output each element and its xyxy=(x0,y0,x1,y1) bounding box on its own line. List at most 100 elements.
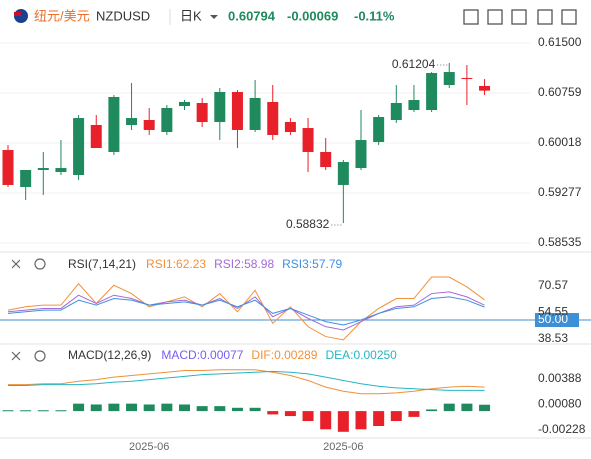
fullscreen-button[interactable] xyxy=(561,9,577,25)
candle-body xyxy=(320,151,332,168)
histogram-bar xyxy=(231,407,243,412)
candle-body xyxy=(284,122,296,133)
candle-body xyxy=(390,102,402,120)
indicator-line xyxy=(7,291,485,331)
candle-body xyxy=(302,128,314,152)
x-tick-label: 2025-06 xyxy=(129,441,169,453)
change: -0.00069 xyxy=(287,8,338,23)
histogram-bar xyxy=(479,404,491,412)
y-tick-label: 0.00080 xyxy=(538,397,582,411)
candle-body xyxy=(2,150,14,185)
candle-body xyxy=(249,98,261,130)
candle-body xyxy=(443,72,455,85)
candle-body xyxy=(161,107,173,133)
change-pct: -0.11% xyxy=(354,8,395,23)
indicator-line xyxy=(8,369,485,395)
legend-entry: RSI3:57.79 xyxy=(282,257,342,271)
indicator-line xyxy=(8,370,485,391)
histogram-bar xyxy=(2,410,14,412)
settings-icon[interactable] xyxy=(34,350,46,362)
candle-body xyxy=(20,169,32,187)
candle-body xyxy=(337,162,349,185)
histogram-bar xyxy=(73,403,85,412)
legend-entry: MACD:0.00077 xyxy=(161,348,243,362)
y-tick-label: 50.00 xyxy=(538,312,568,326)
collapse-icon[interactable] xyxy=(11,259,21,269)
y-tick-label: 0.60018 xyxy=(538,135,582,149)
candle-body xyxy=(461,78,473,80)
candle-body xyxy=(426,73,438,111)
histogram-bar xyxy=(355,411,367,430)
candle-body xyxy=(179,101,190,107)
histogram-bar xyxy=(20,410,32,412)
symbol: NZDUSD xyxy=(96,8,150,23)
candle-body xyxy=(479,85,491,91)
histogram-bar xyxy=(284,411,296,417)
histogram-bar xyxy=(461,403,473,412)
period[interactable]: 日K xyxy=(180,8,202,23)
histogram-bar xyxy=(196,406,208,412)
histogram-bar xyxy=(337,411,349,432)
annotation: 0.61204 xyxy=(392,57,436,71)
histogram-bar xyxy=(302,411,314,422)
settings-icon[interactable] xyxy=(34,258,46,270)
dropdown-icon[interactable] xyxy=(210,15,218,19)
histogram-bar xyxy=(390,411,402,422)
candle-body xyxy=(73,118,85,175)
settings-button[interactable] xyxy=(487,9,503,25)
candle-body xyxy=(231,91,243,130)
y-tick-label: 0.00388 xyxy=(538,371,582,385)
y-tick-label: 70.57 xyxy=(538,278,568,292)
indicator-button[interactable] xyxy=(463,9,479,25)
x-tick-label: 2025-06 xyxy=(323,441,363,453)
legend-entry: DIF:0.00289 xyxy=(251,348,317,362)
y-tick-label: 38.53 xyxy=(538,331,568,345)
y-tick-label: 0.60759 xyxy=(538,85,582,99)
candle-body xyxy=(37,168,49,170)
histogram-bar xyxy=(143,404,155,412)
histogram-bar xyxy=(90,404,102,412)
indicator-title: RSI(7,14,21) xyxy=(68,257,136,271)
draw-button[interactable] xyxy=(537,9,553,25)
candle-body xyxy=(408,100,420,111)
candle-body xyxy=(355,140,367,169)
y-tick-label: -0.00228 xyxy=(538,422,586,436)
legend-entry: RSI2:58.98 xyxy=(214,257,274,271)
price: 0.60794 xyxy=(228,8,276,23)
tick-label-bg xyxy=(535,313,579,328)
histogram-bar xyxy=(55,410,67,412)
candle-body xyxy=(90,124,102,148)
y-tick-label: 54.55 xyxy=(538,305,568,319)
histogram-bar xyxy=(267,411,279,415)
header: 纽元/美元 NZDUSD 日K 0.60794 -0.00069 -0.11% xyxy=(14,8,577,25)
candle-body xyxy=(108,96,120,152)
pair-name: 纽元/美元 xyxy=(34,8,90,23)
histogram-bar xyxy=(214,406,226,412)
histogram-bar xyxy=(320,411,332,430)
candle-body xyxy=(55,168,67,173)
legend-entry: RSI1:62.23 xyxy=(146,257,206,271)
histogram-bar xyxy=(373,411,385,426)
candle-body xyxy=(126,118,138,125)
candle-body xyxy=(214,91,226,123)
flag-detail xyxy=(14,12,21,16)
histogram-bar xyxy=(108,403,120,412)
indicator-title: MACD(12,26,9) xyxy=(68,348,151,362)
candle-body xyxy=(267,101,279,135)
candle-type-button[interactable] xyxy=(511,9,527,25)
collapse-icon[interactable] xyxy=(11,351,21,361)
histogram-bar xyxy=(37,410,49,412)
candle-body xyxy=(143,119,155,130)
histogram-bar xyxy=(161,403,173,412)
histogram-bar xyxy=(426,409,438,412)
legend-entry: DEA:0.00250 xyxy=(325,348,397,362)
y-tick-label: 0.61500 xyxy=(538,35,582,49)
annotation: 0.58832 xyxy=(286,217,330,231)
candle-body xyxy=(196,102,208,123)
histogram-bar xyxy=(249,407,261,412)
indicator-line xyxy=(7,276,485,341)
indicator-line xyxy=(7,296,485,326)
y-tick-label: 0.58535 xyxy=(538,235,582,249)
